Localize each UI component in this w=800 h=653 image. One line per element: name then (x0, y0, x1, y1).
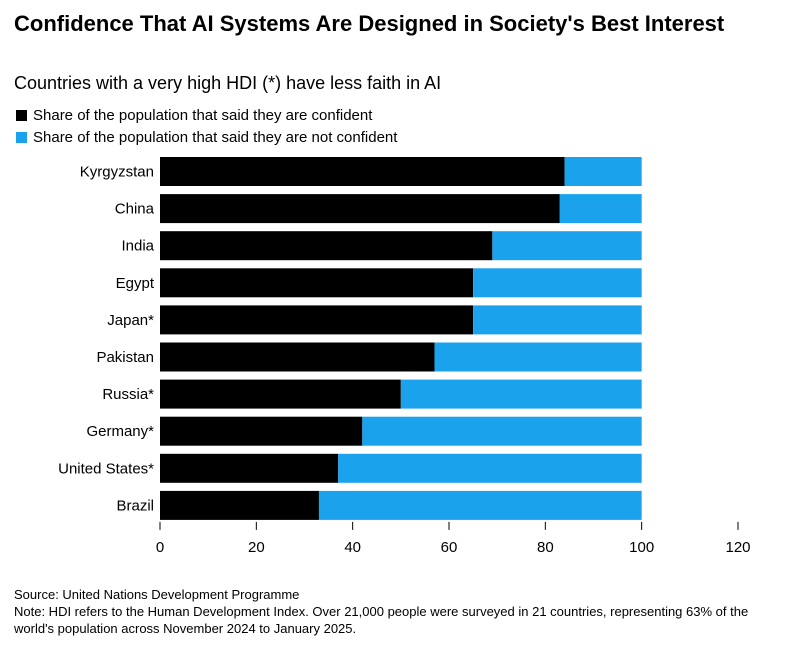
x-tick-label: 100 (629, 539, 654, 556)
category-label: India (121, 238, 154, 255)
chart-title: Confidence That AI Systems Are Designed … (14, 11, 725, 36)
source-note: Source: United Nations Development Progr… (14, 587, 300, 602)
x-tick-label: 80 (537, 539, 554, 556)
legend-swatch-confident (16, 109, 27, 121)
bar-not-confident (473, 305, 642, 335)
legend-swatch-not-confident (16, 131, 27, 143)
category-label: China (115, 201, 155, 218)
category-label: Germany* (86, 423, 154, 440)
category-label: Japan* (107, 312, 154, 329)
legend-item-not-confident: Share of the population that said they a… (16, 126, 397, 148)
bar-not-confident (564, 157, 642, 186)
bar-confident (160, 194, 560, 224)
legend-label-confident: Share of the population that said they a… (33, 106, 373, 124)
bar-confident (160, 490, 319, 520)
category-label: Brazil (116, 497, 154, 514)
bar-not-confident (492, 231, 642, 261)
bar-confident (160, 379, 401, 409)
bar-confident (160, 157, 565, 186)
bar-confident (160, 268, 474, 298)
legend-label-not-confident: Share of the population that said they a… (33, 128, 398, 146)
legend-item-confident: Share of the population that said they a… (16, 104, 397, 126)
x-tick-label: 120 (725, 539, 750, 556)
bar-confident (160, 305, 474, 335)
footer: Source: United Nations Development Progr… (14, 586, 784, 637)
bar-not-confident (400, 379, 642, 409)
footnote: Note: HDI refers to the Human Developmen… (14, 604, 749, 636)
bar-not-confident (362, 416, 642, 446)
category-label: Russia* (102, 386, 154, 403)
bar-not-confident (559, 194, 642, 224)
bar-not-confident (434, 342, 642, 372)
bar-chart: Kyrgyzstan China India Egypt Japan* Pakistan R… (58, 157, 751, 556)
bar-confident (160, 416, 363, 446)
bar-confident (160, 342, 435, 372)
chart-subtitle: Countries with a very high HDI (*) have … (14, 73, 442, 93)
bar-not-confident (338, 453, 642, 483)
category-label: Pakistan (96, 349, 154, 366)
category-label: United States* (58, 460, 154, 477)
category-label: Egypt (116, 275, 155, 292)
legend: Share of the population that said they a… (16, 104, 397, 148)
x-tick-label: 60 (441, 539, 458, 556)
bar-confident (160, 453, 339, 483)
x-tick-label: 0 (156, 539, 164, 556)
bar-not-confident (318, 490, 642, 520)
category-label: Kyrgyzstan (80, 164, 154, 181)
bar-confident (160, 231, 493, 261)
x-tick-label: 40 (344, 539, 361, 556)
bar-not-confident (473, 268, 642, 298)
x-tick-label: 20 (248, 539, 265, 556)
